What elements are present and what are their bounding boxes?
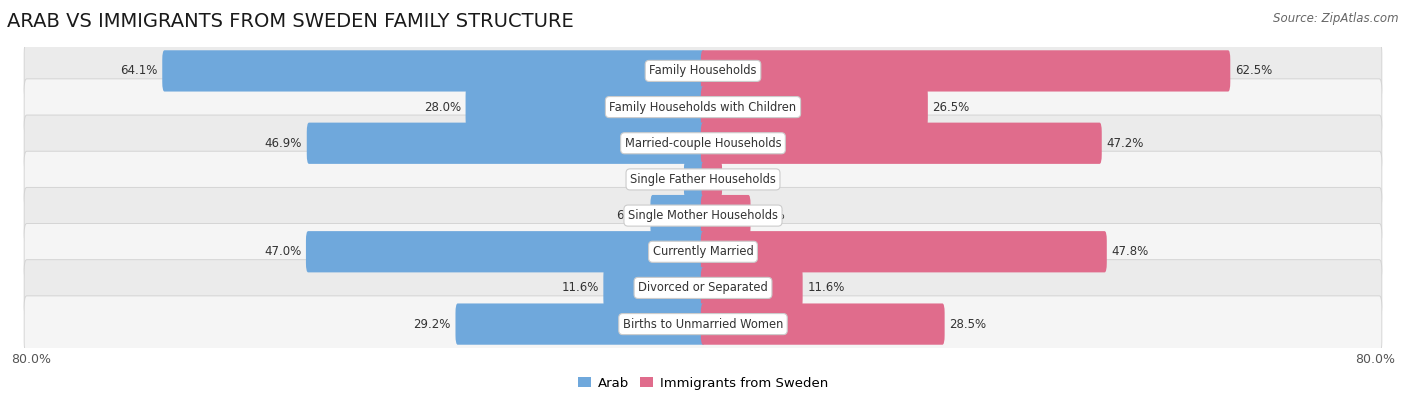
- FancyBboxPatch shape: [700, 195, 751, 236]
- FancyBboxPatch shape: [307, 231, 706, 273]
- FancyBboxPatch shape: [307, 122, 706, 164]
- Text: 28.0%: 28.0%: [423, 101, 461, 114]
- Text: 11.6%: 11.6%: [807, 281, 845, 294]
- Text: 6.0%: 6.0%: [616, 209, 645, 222]
- FancyBboxPatch shape: [24, 260, 1382, 316]
- Text: 47.8%: 47.8%: [1111, 245, 1149, 258]
- Text: Source: ZipAtlas.com: Source: ZipAtlas.com: [1274, 12, 1399, 25]
- FancyBboxPatch shape: [700, 87, 928, 128]
- FancyBboxPatch shape: [700, 267, 803, 308]
- FancyBboxPatch shape: [24, 187, 1382, 244]
- FancyBboxPatch shape: [603, 267, 706, 308]
- FancyBboxPatch shape: [24, 151, 1382, 208]
- Text: 2.1%: 2.1%: [648, 173, 679, 186]
- FancyBboxPatch shape: [700, 50, 1230, 92]
- Text: 5.4%: 5.4%: [755, 209, 785, 222]
- FancyBboxPatch shape: [162, 50, 706, 92]
- FancyBboxPatch shape: [24, 43, 1382, 99]
- FancyBboxPatch shape: [24, 224, 1382, 280]
- Text: 64.1%: 64.1%: [121, 64, 157, 77]
- FancyBboxPatch shape: [702, 162, 723, 197]
- FancyBboxPatch shape: [700, 231, 1107, 273]
- Text: 28.5%: 28.5%: [949, 318, 986, 331]
- FancyBboxPatch shape: [651, 195, 706, 236]
- FancyBboxPatch shape: [24, 296, 1382, 352]
- Text: Currently Married: Currently Married: [652, 245, 754, 258]
- FancyBboxPatch shape: [683, 162, 704, 197]
- Text: 11.6%: 11.6%: [561, 281, 599, 294]
- Text: 62.5%: 62.5%: [1234, 64, 1272, 77]
- FancyBboxPatch shape: [24, 79, 1382, 135]
- Text: Family Households: Family Households: [650, 64, 756, 77]
- FancyBboxPatch shape: [465, 87, 706, 128]
- Text: 47.0%: 47.0%: [264, 245, 301, 258]
- Legend: Arab, Immigrants from Sweden: Arab, Immigrants from Sweden: [572, 371, 834, 395]
- FancyBboxPatch shape: [24, 115, 1382, 171]
- Text: Family Households with Children: Family Households with Children: [609, 101, 797, 114]
- Text: 47.2%: 47.2%: [1107, 137, 1143, 150]
- Text: Single Father Households: Single Father Households: [630, 173, 776, 186]
- Text: 26.5%: 26.5%: [932, 101, 970, 114]
- Text: Births to Unmarried Women: Births to Unmarried Women: [623, 318, 783, 331]
- Text: 29.2%: 29.2%: [413, 318, 451, 331]
- Text: Divorced or Separated: Divorced or Separated: [638, 281, 768, 294]
- FancyBboxPatch shape: [700, 122, 1102, 164]
- Text: 46.9%: 46.9%: [264, 137, 302, 150]
- FancyBboxPatch shape: [700, 303, 945, 345]
- Text: Married-couple Households: Married-couple Households: [624, 137, 782, 150]
- Text: Single Mother Households: Single Mother Households: [628, 209, 778, 222]
- Text: 2.1%: 2.1%: [727, 173, 758, 186]
- Text: ARAB VS IMMIGRANTS FROM SWEDEN FAMILY STRUCTURE: ARAB VS IMMIGRANTS FROM SWEDEN FAMILY ST…: [7, 12, 574, 31]
- FancyBboxPatch shape: [456, 303, 706, 345]
